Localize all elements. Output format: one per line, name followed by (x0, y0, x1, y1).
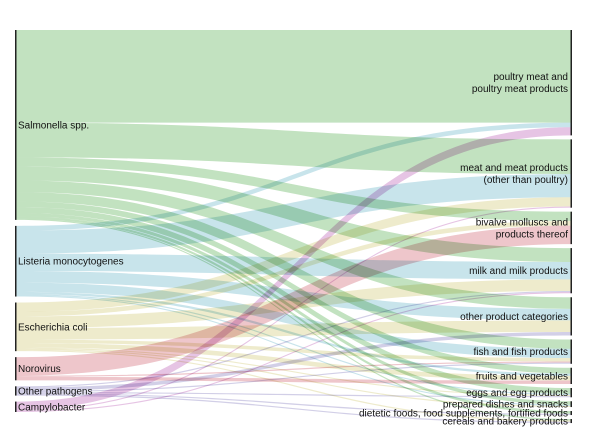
source-label-sal: Salmonella spp. (18, 120, 89, 131)
source-node-sal (15, 30, 17, 220)
flow-eco-to-egg (16, 347, 572, 397)
target-label-line-mm-0: meat and meat products (460, 163, 568, 174)
labels: Salmonella spp. Listeria monocytogenes Esc… (18, 72, 568, 427)
target-label-opc: other product categories (460, 312, 568, 323)
target-label-line-egg-0: eggs and egg products (466, 388, 568, 399)
target-label-fv: fruits and vegetables (476, 371, 568, 382)
flows (16, 30, 572, 424)
flow-oth-to-diet (16, 393, 572, 416)
flow-eco-to-opc (16, 320, 572, 340)
flow-cam-to-pm (16, 127, 572, 410)
target-label-line-pm-0: poultry meat and (494, 72, 569, 83)
flow-sal-to-pm (16, 30, 572, 123)
source-label-nor: Norovirus (18, 364, 61, 375)
flow-eco-to-prep (16, 348, 572, 408)
target-label-line-milk-0: milk and milk products (469, 266, 568, 277)
target-node-egg (570, 388, 572, 398)
source-node-eco (15, 302, 17, 352)
flow-oth-to-milk (16, 290, 572, 388)
flow-eco-to-cer (16, 350, 572, 422)
target-node-diet (570, 411, 572, 416)
target-label-mm: meat and meat products (other than poultr… (460, 163, 568, 186)
target-node-bm (570, 211, 572, 245)
target-label-milk: milk and milk products (469, 266, 568, 277)
flow-lis-to-mm (16, 174, 572, 254)
source-label-eco: Escherichia coli (18, 322, 87, 333)
target-node-cer (570, 419, 572, 424)
target-label-line-bm-0: bivalve molluscs and (476, 217, 568, 228)
target-label-line-cer-0: cereals and bakery products (442, 417, 568, 428)
source-node-lis (15, 225, 17, 297)
target-node-fv (570, 367, 572, 384)
flow-cam-to-mm (16, 206, 572, 411)
target-label-line-bm-1: products thereof (496, 229, 568, 240)
target-label-line-fv-0: fruits and vegetables (476, 371, 568, 382)
target-node-fish (570, 339, 572, 364)
target-label-line-pm-1: poultry meat products (472, 84, 568, 95)
target-label-egg: eggs and egg products (466, 388, 568, 399)
target-node-milk (570, 248, 572, 294)
target-node-opc (570, 297, 572, 336)
target-label-diet: dietetic foods, food supplements, fortif… (359, 409, 568, 420)
source-node-nor (15, 357, 17, 381)
target-label-bm: bivalve molluscs and products thereof (476, 217, 568, 240)
flow-lis-to-egg (16, 294, 572, 395)
flow-nor-to-bm (16, 225, 572, 376)
flow-oth-to-fish (16, 362, 572, 393)
flow-oth-to-egg (16, 392, 572, 398)
flow-nor-to-fish (16, 361, 572, 377)
flow-lis-to-pm (16, 122, 572, 231)
source-label-oth: Other pathogens (18, 386, 93, 397)
source-label-cam: Campylobacter (18, 402, 86, 413)
flow-sal-to-diet (16, 216, 572, 414)
source-node-cam (15, 401, 17, 412)
flow-eco-to-fish (16, 339, 572, 362)
flow-lis-to-fish (16, 282, 572, 358)
flow-oth-to-opc (16, 332, 572, 391)
target-label-fish: fish and fish products (474, 347, 569, 358)
target-label-cer: cereals and bakery products (442, 417, 568, 428)
source-node-oth (15, 386, 17, 396)
target-node-prep (570, 401, 572, 408)
flow-sal-to-bm (16, 157, 572, 221)
flow-sal-to-fv (16, 201, 572, 374)
target-label-pm: poultry meat and poultry meat products (472, 72, 568, 95)
target-label-line-diet-0: dietetic foods, food supplements, fortif… (359, 409, 568, 420)
flow-oth-to-cer (16, 394, 572, 424)
flow-eco-to-mm (16, 197, 572, 312)
flow-sal-to-opc (16, 180, 572, 309)
target-label-line-fish-0: fish and fish products (474, 347, 569, 358)
nodes (15, 30, 572, 424)
target-label-line-opc-0: other product categories (460, 312, 568, 323)
target-node-mm (570, 139, 572, 208)
target-label-line-mm-1: (other than poultry) (484, 175, 569, 186)
target-label-line-prep-0: prepared dishes and snacks (443, 400, 568, 411)
source-label-lis: Listeria monocytogenes (18, 257, 124, 268)
flow-cam-to-milk (16, 292, 572, 412)
target-label-prep: prepared dishes and snacks (443, 400, 568, 411)
target-node-pm (570, 30, 572, 136)
